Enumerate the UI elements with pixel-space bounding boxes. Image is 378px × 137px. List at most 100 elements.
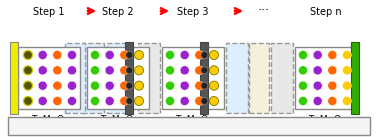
Circle shape: [23, 51, 33, 59]
Circle shape: [299, 66, 307, 75]
Circle shape: [342, 66, 352, 75]
Circle shape: [135, 66, 144, 75]
Circle shape: [53, 96, 62, 105]
Circle shape: [342, 51, 352, 59]
Circle shape: [201, 82, 208, 89]
Circle shape: [23, 81, 33, 90]
Bar: [249, 43, 269, 113]
Text: Step 1: Step 1: [33, 7, 65, 17]
Circle shape: [166, 51, 175, 59]
Circle shape: [23, 66, 33, 75]
Circle shape: [195, 51, 204, 59]
Circle shape: [38, 96, 47, 105]
Circle shape: [135, 51, 144, 59]
Circle shape: [299, 51, 307, 59]
Circle shape: [180, 81, 189, 90]
Bar: [226, 43, 248, 113]
Bar: [18, 47, 80, 109]
Bar: [162, 47, 224, 109]
Text: Step 2: Step 2: [102, 7, 134, 17]
Circle shape: [90, 66, 99, 75]
Bar: [271, 43, 293, 113]
Text: M: Magnetic: M: Magnetic: [159, 121, 219, 131]
Circle shape: [105, 66, 114, 75]
Circle shape: [120, 51, 129, 59]
Circle shape: [120, 66, 129, 75]
Circle shape: [195, 81, 204, 90]
Circle shape: [313, 66, 322, 75]
Circle shape: [201, 67, 208, 74]
Circle shape: [105, 81, 114, 90]
Bar: [138, 43, 160, 113]
Circle shape: [126, 52, 133, 58]
Circle shape: [195, 66, 204, 75]
Circle shape: [201, 98, 208, 105]
Circle shape: [135, 81, 144, 90]
Text: T₀ M₁ O₀: T₀ M₁ O₀: [175, 115, 211, 124]
Circle shape: [180, 51, 189, 59]
Circle shape: [38, 51, 47, 59]
Circle shape: [105, 96, 114, 105]
Bar: [8, 117, 370, 135]
Text: T: Thermal: T: Thermal: [29, 121, 81, 131]
Bar: [295, 47, 357, 109]
Circle shape: [180, 66, 189, 75]
Circle shape: [180, 96, 189, 105]
Circle shape: [135, 96, 144, 105]
Circle shape: [126, 98, 133, 105]
Circle shape: [328, 66, 337, 75]
Circle shape: [53, 66, 62, 75]
Circle shape: [90, 51, 99, 59]
Circle shape: [105, 51, 114, 59]
Circle shape: [299, 81, 307, 90]
Circle shape: [120, 96, 129, 105]
Circle shape: [68, 96, 76, 105]
Bar: [351, 42, 359, 114]
Circle shape: [90, 96, 99, 105]
Circle shape: [68, 51, 76, 59]
Bar: [10, 42, 18, 114]
Circle shape: [53, 81, 62, 90]
Circle shape: [328, 51, 337, 59]
Text: Step n: Step n: [310, 7, 342, 17]
Circle shape: [209, 96, 218, 105]
Circle shape: [313, 51, 322, 59]
Circle shape: [209, 81, 218, 90]
Circle shape: [23, 96, 33, 105]
Text: T₀ M₁ O₀: T₀ M₁ O₀: [100, 115, 136, 124]
Circle shape: [328, 81, 337, 90]
Bar: [125, 42, 133, 114]
Circle shape: [313, 96, 322, 105]
Circle shape: [68, 81, 76, 90]
Circle shape: [195, 96, 204, 105]
Circle shape: [38, 81, 47, 90]
Circle shape: [209, 51, 218, 59]
Circle shape: [166, 81, 175, 90]
Text: Step 3: Step 3: [177, 7, 209, 17]
Circle shape: [342, 81, 352, 90]
Circle shape: [53, 51, 62, 59]
Bar: [200, 42, 208, 114]
Bar: [82, 43, 104, 113]
Circle shape: [299, 96, 307, 105]
Circle shape: [68, 66, 76, 75]
Circle shape: [313, 81, 322, 90]
Circle shape: [342, 96, 352, 105]
Circle shape: [120, 81, 129, 90]
Bar: [107, 43, 126, 113]
Circle shape: [38, 66, 47, 75]
Circle shape: [209, 66, 218, 75]
Bar: [65, 43, 85, 113]
Circle shape: [126, 82, 133, 89]
Circle shape: [166, 66, 175, 75]
Text: T₁ M₀ O₀: T₁ M₀ O₀: [31, 115, 67, 124]
Circle shape: [126, 67, 133, 74]
Text: T₀ M₀ O₁: T₀ M₀ O₁: [308, 115, 344, 124]
Circle shape: [201, 52, 208, 58]
Bar: [87, 47, 149, 109]
Text: ···: ···: [258, 5, 270, 18]
Text: O: Optical: O: Optical: [291, 121, 340, 131]
Circle shape: [166, 96, 175, 105]
Circle shape: [90, 81, 99, 90]
Circle shape: [328, 96, 337, 105]
